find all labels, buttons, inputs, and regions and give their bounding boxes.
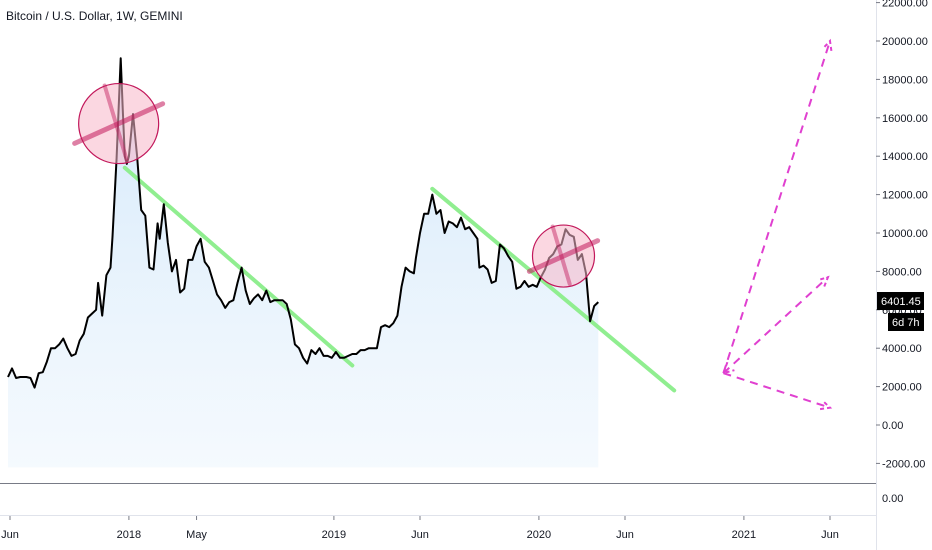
y-tick-label: 10000.00 xyxy=(882,228,928,240)
y-tick-label: 16000.00 xyxy=(882,113,928,125)
projection-arrowhead-1 xyxy=(822,38,833,52)
price-area-fill xyxy=(8,58,599,468)
projection-origin-arrowhead xyxy=(721,361,735,375)
y-tick-label: 12000.00 xyxy=(882,190,928,202)
projection-arrow-2[interactable] xyxy=(722,276,829,374)
plot-area[interactable] xyxy=(7,38,833,468)
lower-pane-tick: 0.00 xyxy=(882,493,903,505)
y-tick-label: 20000.00 xyxy=(882,36,928,48)
price-tag: 6401.45 6d 7h xyxy=(877,292,924,331)
price-tag-value: 6401.45 xyxy=(881,296,921,308)
x-tick-label: Jun xyxy=(616,529,634,541)
countdown-tag-value: 6d 7h xyxy=(892,317,920,329)
x-tick-label: Jun xyxy=(1,529,19,541)
y-tick-label: 0.00 xyxy=(882,420,903,432)
y-tick-label: 22000.00 xyxy=(882,0,928,10)
chart-title: Bitcoin / U.S. Dollar, 1W, GEMINI xyxy=(6,9,183,23)
x-tick-label: 2019 xyxy=(322,529,346,541)
countdown-tag-box xyxy=(888,313,924,331)
x-tick-label: May xyxy=(186,529,207,541)
projection-arrowhead-3 xyxy=(819,400,833,411)
y-tick-label: 8000.00 xyxy=(882,266,922,278)
projection-arrowhead-2 xyxy=(818,275,830,287)
x-tick-label: Jun xyxy=(411,529,429,541)
highlight-cross-2 xyxy=(550,224,572,286)
projection-arrow-3[interactable] xyxy=(723,372,831,409)
trendline-1[interactable] xyxy=(122,165,355,368)
highlight-bar-2 xyxy=(526,238,601,274)
trendline-2[interactable] xyxy=(430,186,677,393)
x-tick-label: Jun xyxy=(821,529,839,541)
projection-arrow-1[interactable] xyxy=(722,40,831,374)
time-axis[interactable]: Jun 2018 May 2019 Jun 2020 Jun 2021 Jun xyxy=(1,516,839,541)
price-tag-box xyxy=(877,292,924,310)
x-tick-label: 2020 xyxy=(527,529,551,541)
y-tick-label: 14000.00 xyxy=(882,151,928,163)
price-series-line[interactable] xyxy=(7,57,599,389)
y-tick-label: 2000.00 xyxy=(882,382,922,394)
y-tick-label: 4000.00 xyxy=(882,343,922,355)
x-tick-label: 2018 xyxy=(117,529,141,541)
x-tick-label: 2021 xyxy=(732,529,756,541)
highlight-bar-1 xyxy=(72,101,166,146)
y-tick-label: 18000.00 xyxy=(882,74,928,86)
highlight-cross-1 xyxy=(102,83,129,162)
y-tick-label: -2000.00 xyxy=(882,458,925,470)
